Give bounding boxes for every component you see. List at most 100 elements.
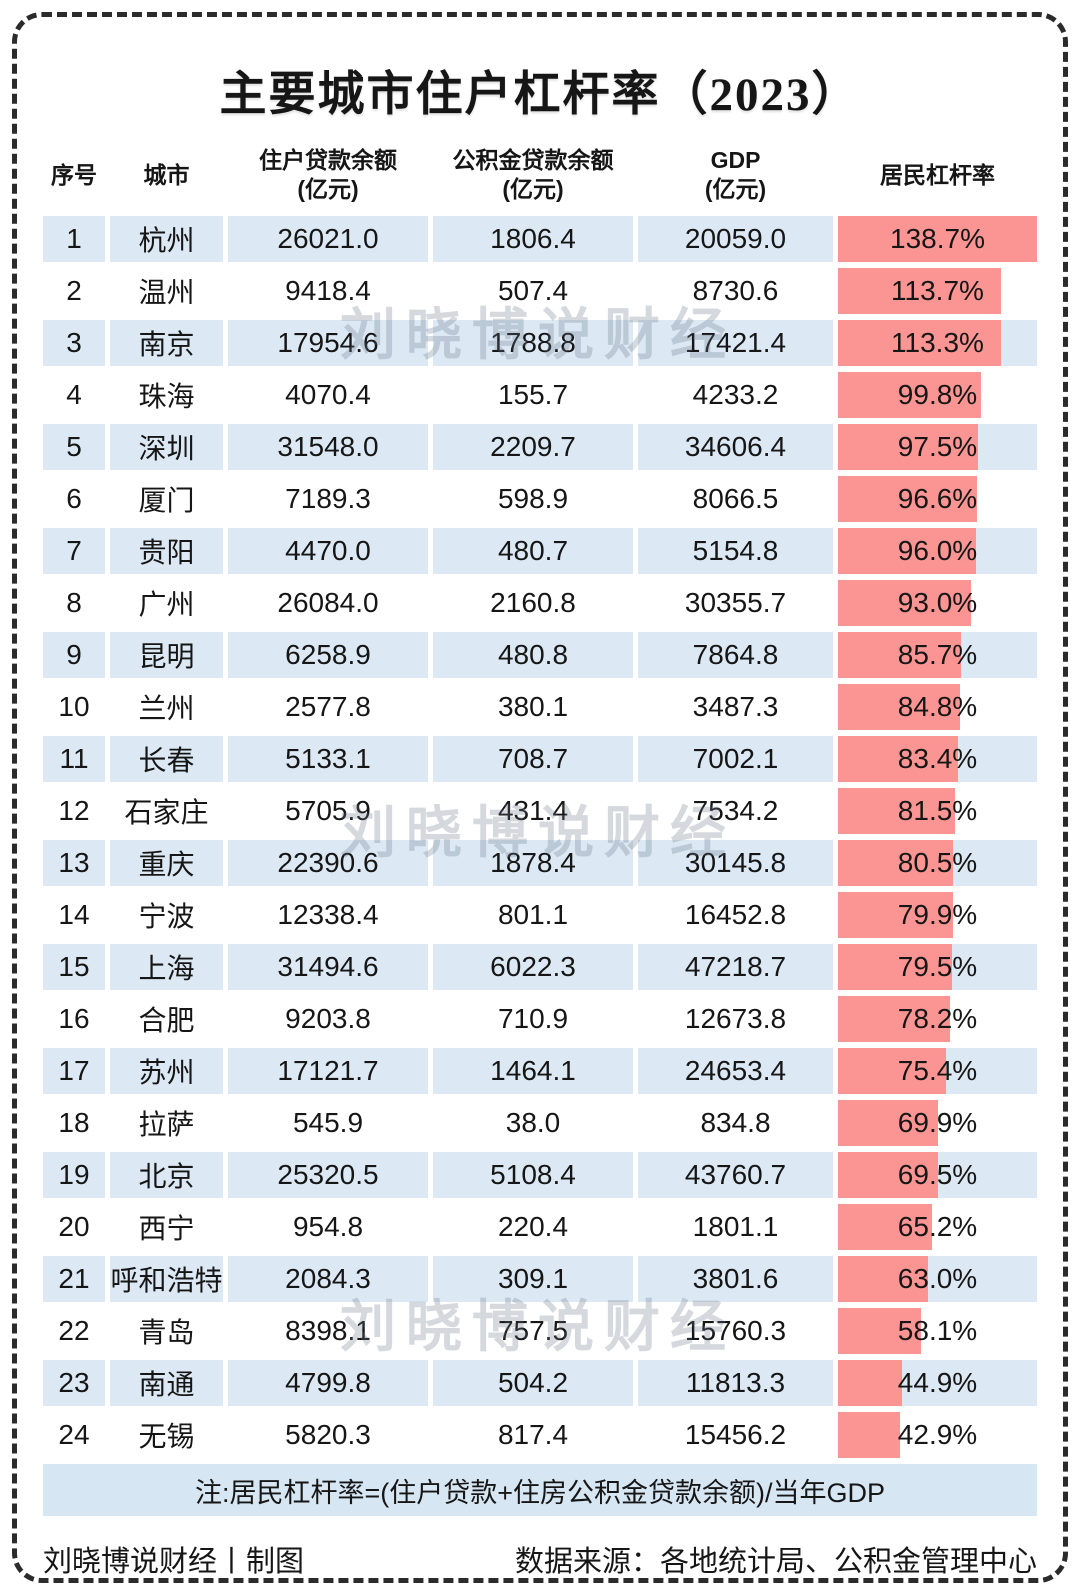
- leverage-table: 序号 城市 住户贷款余额 (亿元) 公积金贷款余额 (亿元) GDP (亿元) …: [43, 142, 1037, 1458]
- cell-city: 合肥: [110, 996, 223, 1042]
- cell-fund-loan: 480.8: [433, 632, 633, 678]
- cell-ratio: 69.5%: [838, 1152, 1037, 1198]
- cell-fund-loan: 2160.8: [433, 580, 633, 626]
- table-row: 5 深圳 31548.0 2209.7 34606.4 97.5%: [43, 424, 1037, 470]
- cell-city: 长春: [110, 736, 223, 782]
- cell-fund-loan: 1788.8: [433, 320, 633, 366]
- cell-ratio: 79.9%: [838, 892, 1037, 938]
- header-city-label: 城市: [143, 161, 190, 188]
- cell-ratio: 58.1%: [838, 1308, 1037, 1354]
- cell-ratio: 79.5%: [838, 944, 1037, 990]
- header-household-loan-unit: (亿元): [297, 176, 359, 202]
- cell-household-loan: 4070.4: [228, 372, 428, 418]
- cell-household-loan: 2084.3: [228, 1256, 428, 1302]
- cell-rank: 9: [43, 632, 105, 678]
- header-fund-loan-unit: (亿元): [502, 176, 564, 202]
- table-row: 11 长春 5133.1 708.7 7002.1 83.4%: [43, 736, 1037, 782]
- cell-fund-loan: 708.7: [433, 736, 633, 782]
- ratio-label: 138.7%: [890, 223, 985, 254]
- cell-rank: 23: [43, 1360, 105, 1406]
- ratio-label: 96.0%: [897, 535, 978, 566]
- cell-rank: 5: [43, 424, 105, 470]
- ratio-label: 65.2%: [897, 1211, 978, 1242]
- cell-ratio: 113.7%: [838, 268, 1037, 314]
- cell-rank: 15: [43, 944, 105, 990]
- cell-household-loan: 4799.8: [228, 1360, 428, 1406]
- ratio-label: 81.5%: [897, 795, 978, 826]
- cell-ratio: 80.5%: [838, 840, 1037, 886]
- note-row: 注:居民杠杆率=(住户贷款+住房公积金贷款余额)/当年GDP: [43, 1464, 1037, 1516]
- ratio-bar: [838, 216, 1037, 262]
- cell-household-loan: 5820.3: [228, 1412, 428, 1458]
- cell-rank: 21: [43, 1256, 105, 1302]
- cell-city: 厦门: [110, 476, 223, 522]
- cell-fund-loan: 1464.1: [433, 1048, 633, 1094]
- cell-ratio: 99.8%: [838, 372, 1037, 418]
- ratio-bar: [838, 1204, 932, 1250]
- cell-household-loan: 22390.6: [228, 840, 428, 886]
- ratio-bar: [838, 632, 961, 678]
- cell-gdp: 8730.6: [638, 268, 833, 314]
- ratio-label: 96.6%: [897, 483, 978, 514]
- cell-city: 宁波: [110, 892, 223, 938]
- table-row: 6 厦门 7189.3 598.9 8066.5 96.6%: [43, 476, 1037, 522]
- cell-ratio: 84.8%: [838, 684, 1037, 730]
- cell-fund-loan: 309.1: [433, 1256, 633, 1302]
- cell-ratio: 85.7%: [838, 632, 1037, 678]
- ratio-label: 79.5%: [897, 951, 978, 982]
- cell-rank: 20: [43, 1204, 105, 1250]
- cell-city: 珠海: [110, 372, 223, 418]
- cell-fund-loan: 38.0: [433, 1100, 633, 1146]
- cell-ratio: 96.0%: [838, 528, 1037, 574]
- cell-gdp: 7002.1: [638, 736, 833, 782]
- footer-source: 数据来源：各地统计局、公积金管理中心: [514, 1546, 1037, 1578]
- cell-fund-loan: 507.4: [433, 268, 633, 314]
- table-body: 1 杭州 26021.0 1806.4 20059.0 138.7% 2 温州 …: [43, 216, 1037, 1458]
- cell-rank: 6: [43, 476, 105, 522]
- header-fund-loan-label: 公积金贷款余额: [452, 147, 614, 174]
- table-row: 23 南通 4799.8 504.2 11813.3 44.9%: [43, 1360, 1037, 1406]
- cell-gdp: 7864.8: [638, 632, 833, 678]
- cell-fund-loan: 155.7: [433, 372, 633, 418]
- header-gdp-unit: (亿元): [704, 176, 767, 202]
- cell-household-loan: 6258.9: [228, 632, 428, 678]
- ratio-bar: [838, 996, 951, 1042]
- cell-ratio: 78.2%: [838, 996, 1037, 1042]
- header-ratio-label: 居民杠杆率: [880, 161, 995, 188]
- cell-ratio: 65.2%: [838, 1204, 1037, 1250]
- cell-rank: 14: [43, 892, 105, 938]
- cell-gdp: 7534.2: [638, 788, 833, 834]
- table-row: 19 北京 25320.5 5108.4 43760.7 69.5%: [43, 1152, 1037, 1198]
- cell-ratio: 75.4%: [838, 1048, 1037, 1094]
- table-row: 16 合肥 9203.8 710.9 12673.8 78.2%: [43, 996, 1037, 1042]
- cell-ratio: 96.6%: [838, 476, 1037, 522]
- table-row: 15 上海 31494.6 6022.3 47218.7 79.5%: [43, 944, 1037, 990]
- ratio-label: 97.5%: [897, 431, 978, 462]
- cell-ratio: 113.3%: [838, 320, 1037, 366]
- cell-ratio: 83.4%: [838, 736, 1037, 782]
- cell-ratio: 63.0%: [838, 1256, 1037, 1302]
- cell-rank: 10: [43, 684, 105, 730]
- table-row: 14 宁波 12338.4 801.1 16452.8 79.9%: [43, 892, 1037, 938]
- cell-city: 北京: [110, 1152, 223, 1198]
- table-row: 2 温州 9418.4 507.4 8730.6 113.7%: [43, 268, 1037, 314]
- ratio-bar: [838, 528, 976, 574]
- table-header-row: 序号 城市 住户贷款余额 (亿元) 公积金贷款余额 (亿元) GDP (亿元) …: [43, 142, 1037, 208]
- cell-fund-loan: 380.1: [433, 684, 633, 730]
- cell-ratio: 42.9%: [838, 1412, 1037, 1458]
- cell-household-loan: 26021.0: [228, 216, 428, 262]
- cell-fund-loan: 757.5: [433, 1308, 633, 1354]
- table-row: 20 西宁 954.8 220.4 1801.1 65.2%: [43, 1204, 1037, 1250]
- cell-city: 贵阳: [110, 528, 223, 574]
- cell-city: 无锡: [110, 1412, 223, 1458]
- cell-gdp: 8066.5: [638, 476, 833, 522]
- cell-household-loan: 9418.4: [228, 268, 428, 314]
- cell-gdp: 834.8: [638, 1100, 833, 1146]
- cell-rank: 22: [43, 1308, 105, 1354]
- ratio-label: 63.0%: [897, 1263, 978, 1294]
- header-ratio: 居民杠杆率: [838, 142, 1037, 208]
- cell-gdp: 30355.7: [638, 580, 833, 626]
- cell-city: 广州: [110, 580, 223, 626]
- cell-rank: 3: [43, 320, 105, 366]
- table-row: 8 广州 26084.0 2160.8 30355.7 93.0%: [43, 580, 1037, 626]
